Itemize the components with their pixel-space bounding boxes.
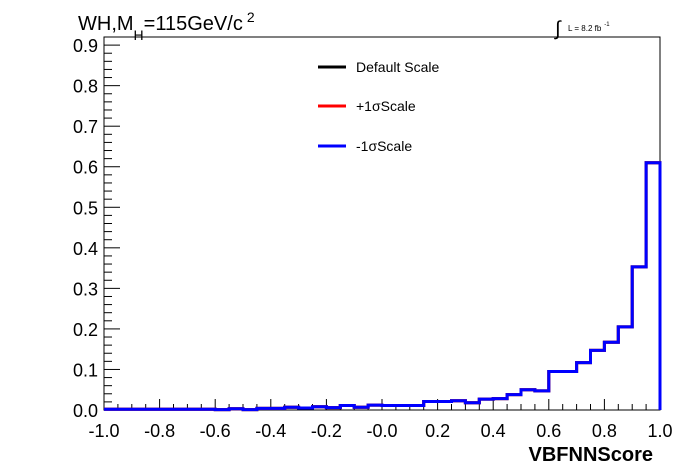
x-tick-label: -0.6 [200,421,231,441]
title-subscript: H [134,27,144,43]
y-axis: 0.0 0.1 0.2 0.3 0.4 0.5 0.6 0.7 0.8 0.9 [73,36,120,421]
series-line-2 [104,161,662,412]
luminosity-superscript: -1 [604,22,610,28]
y-tick-label: 0.4 [73,239,98,259]
series-layer [104,161,662,412]
x-tick-label: -1.0 [88,421,119,441]
y-tick-label: 0.1 [73,360,98,380]
y-tick-label: 0.5 [73,198,98,218]
x-tick-label: -0.0 [366,421,397,441]
x-tick-label: -0.8 [144,421,175,441]
x-tick-label: 0.6 [536,421,561,441]
x-tick-label: -0.2 [311,421,342,441]
x-axis: -1.0 -0.8 -0.6 -0.4 -0.2 -0.0 0.2 0.4 0.6 0.8 1.0 [88,399,673,441]
y-tick-label: 0.8 [73,77,98,97]
x-tick-label: 1.0 [647,421,672,441]
title-superscript: 2 [247,9,255,25]
legend: Default Scale +1σScale -1σScale [318,59,439,154]
x-tick-label: 0.8 [592,421,617,441]
plot-frame [103,36,661,411]
y-tick-label: 0.9 [73,36,98,56]
y-tick-label: 0.7 [73,117,98,137]
legend-label-plus1sigma: +1σScale [356,98,416,114]
y-tick-label: 0.6 [73,158,98,178]
x-axis-title: VBFNNScore [529,444,653,466]
luminosity-label: L = 8.2 fb -1 [568,22,610,33]
x-tick-label: 0.4 [481,421,506,441]
chart-title: WH,MH=115GeV/c 2 [78,9,255,43]
y-tick-label: 0.3 [73,279,98,299]
x-tick-label: -0.4 [255,421,286,441]
y-tick-label: 0.2 [73,320,98,340]
luminosity-text: L = 8.2 fb [568,24,602,33]
legend-label-default: Default Scale [356,59,439,75]
y-tick-label: 0.0 [73,401,98,421]
x-tick-label: 0.2 [425,421,450,441]
integral-icon: ∫ [554,18,562,40]
title-main: WH,M [78,13,134,35]
title-rest: =115GeV/c [144,13,243,35]
legend-label-minus1sigma: -1σScale [356,138,412,154]
